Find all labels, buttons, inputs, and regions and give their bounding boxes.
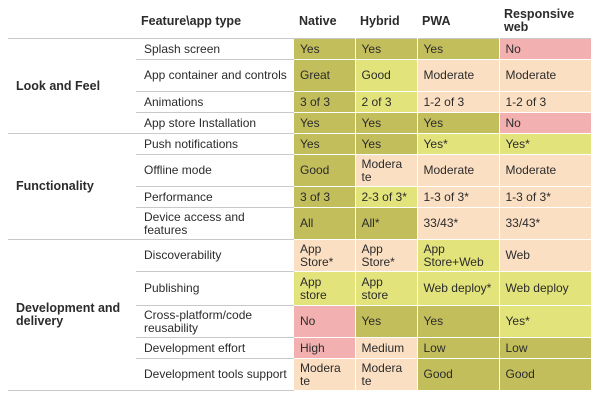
cell-native: Yes [294,133,356,155]
feature-development-effort: Development effort [136,337,294,359]
cell-hybrid: Yes [355,112,418,134]
cell-native: Modera te [294,358,356,391]
cell-pwa: Moderate [417,154,500,187]
feature-app-store-installation: App store Installation [136,112,294,134]
cell-native: Yes [294,112,356,134]
cell-hybrid: App Store* [355,239,418,272]
table-row: Device access and features All All* 33/43* 3… [8,207,592,240]
feature-performance: Performance [136,186,294,208]
cell-native: All [294,207,356,240]
cell-pwa: Good [417,358,500,391]
cell-responsive-web: Moderate [499,59,592,92]
cell-hybrid: Yes [355,133,418,155]
cell-native: High [294,337,356,359]
feature-cross-platform-code-reusability: Cross-platform/code reusability [136,305,294,338]
category-functionality: Functionality [8,133,136,240]
table-row: Development effort High Medium Low Low [8,337,592,359]
cell-native: 3 of 3 [294,91,356,113]
column-header-responsive-web: Responsive web [504,7,575,34]
cell-responsive-web: Moderate [499,154,592,187]
cell-native: 3 of 3 [294,186,356,208]
cell-responsive-web: Low [499,337,592,359]
category-look-and-feel: Look and Feel [8,38,136,134]
cell-hybrid: Modera te [355,154,418,187]
feature-publishing: Publishing [136,271,294,306]
table-row: App container and controls Great Good Moder… [8,59,592,92]
cell-hybrid: Yes [355,38,418,60]
cell-pwa: 1-3 of 3* [417,186,500,208]
column-header-hybrid: Hybrid [360,13,400,28]
feature-animations: Animations [136,91,294,113]
cell-pwa: Moderate [417,59,500,92]
cell-native: No [294,305,356,338]
feature-offline-mode: Offline mode [136,154,294,187]
table-row: Functionality Push notifications Yes Yes Yes… [8,133,592,240]
category-header-blank [8,4,136,39]
cell-native: Good [294,154,356,187]
column-header-native: Native [299,13,337,28]
feature-push-notifications: Push notifications [136,133,294,155]
cell-pwa: Yes* [417,133,500,155]
feature-splash-screen: Splash screen [136,38,294,60]
feature-app-container-and-controls: App container and controls [136,59,294,92]
column-header-pwa: PWA [422,13,451,28]
cell-hybrid: 2 of 3 [355,91,418,113]
feature-development-tools-support: Development tools support [136,358,294,391]
cell-hybrid: All* [355,207,418,240]
cell-native: App store [294,271,356,306]
cell-pwa: App Store+Web [417,239,500,272]
table-row: Cross-platform/code reusability No Yes Yes Y… [8,305,592,338]
cell-hybrid: Medium [355,337,418,359]
cell-pwa: Yes [417,112,500,134]
cell-responsive-web: Yes* [499,305,592,338]
table-row: Performance 3 of 3 2-3 of 3* 1-3 of 3* 1-3 o… [8,186,592,208]
table-row: Look and Feel Splash screen Yes Yes Yes No [8,38,592,134]
cell-native: App Store* [294,239,356,272]
cell-pwa: Yes [417,38,500,60]
table-header: Feature\app type Native Hybrid PWA Respo… [8,4,591,39]
table-row: Development tools support Modera te Modera… [8,358,592,391]
cell-responsive-web: No [499,112,592,134]
cell-hybrid: 2-3 of 3* [355,186,418,208]
cell-responsive-web: Yes* [499,133,592,155]
cell-responsive-web: 33/43* [499,207,592,240]
app-type-comparison-table: Feature\app type Native Hybrid PWA Respo… [8,4,592,391]
cell-responsive-web: Web [499,239,592,272]
table-body: Look and Feel Splash screen Yes Yes Yes No App… [8,38,592,391]
feature-device-access-and-features: Device access and features [136,207,294,240]
feature-column-header: Feature\app type [141,13,242,28]
cell-native: Great [294,59,356,92]
cell-responsive-web: Good [499,358,592,391]
table-row: Development and delivery Discoverability A… [8,239,592,391]
cell-pwa: 33/43* [417,207,500,240]
cell-pwa: 1-2 of 3 [417,91,500,113]
table-row: Publishing App store App store Web deploy* W… [8,271,592,306]
category-development-and-delivery: Development and delivery [8,239,136,391]
cell-hybrid: App store [355,271,418,306]
cell-pwa: Low [417,337,500,359]
cell-pwa: Web deploy* [417,271,500,306]
cell-responsive-web: 1-3 of 3* [499,186,592,208]
table-row: Offline mode Good Modera te Moderate Moderat… [8,154,592,187]
cell-native: Yes [294,38,356,60]
cell-responsive-web: 1-2 of 3 [499,91,592,113]
feature-discoverability: Discoverability [136,239,294,272]
cell-hybrid: Modera te [355,358,418,391]
cell-hybrid: Yes [355,305,418,338]
cell-pwa: Yes [417,305,500,338]
cell-hybrid: Good [355,59,418,92]
cell-responsive-web: No [499,38,592,60]
cell-responsive-web: Web deploy [499,271,592,306]
